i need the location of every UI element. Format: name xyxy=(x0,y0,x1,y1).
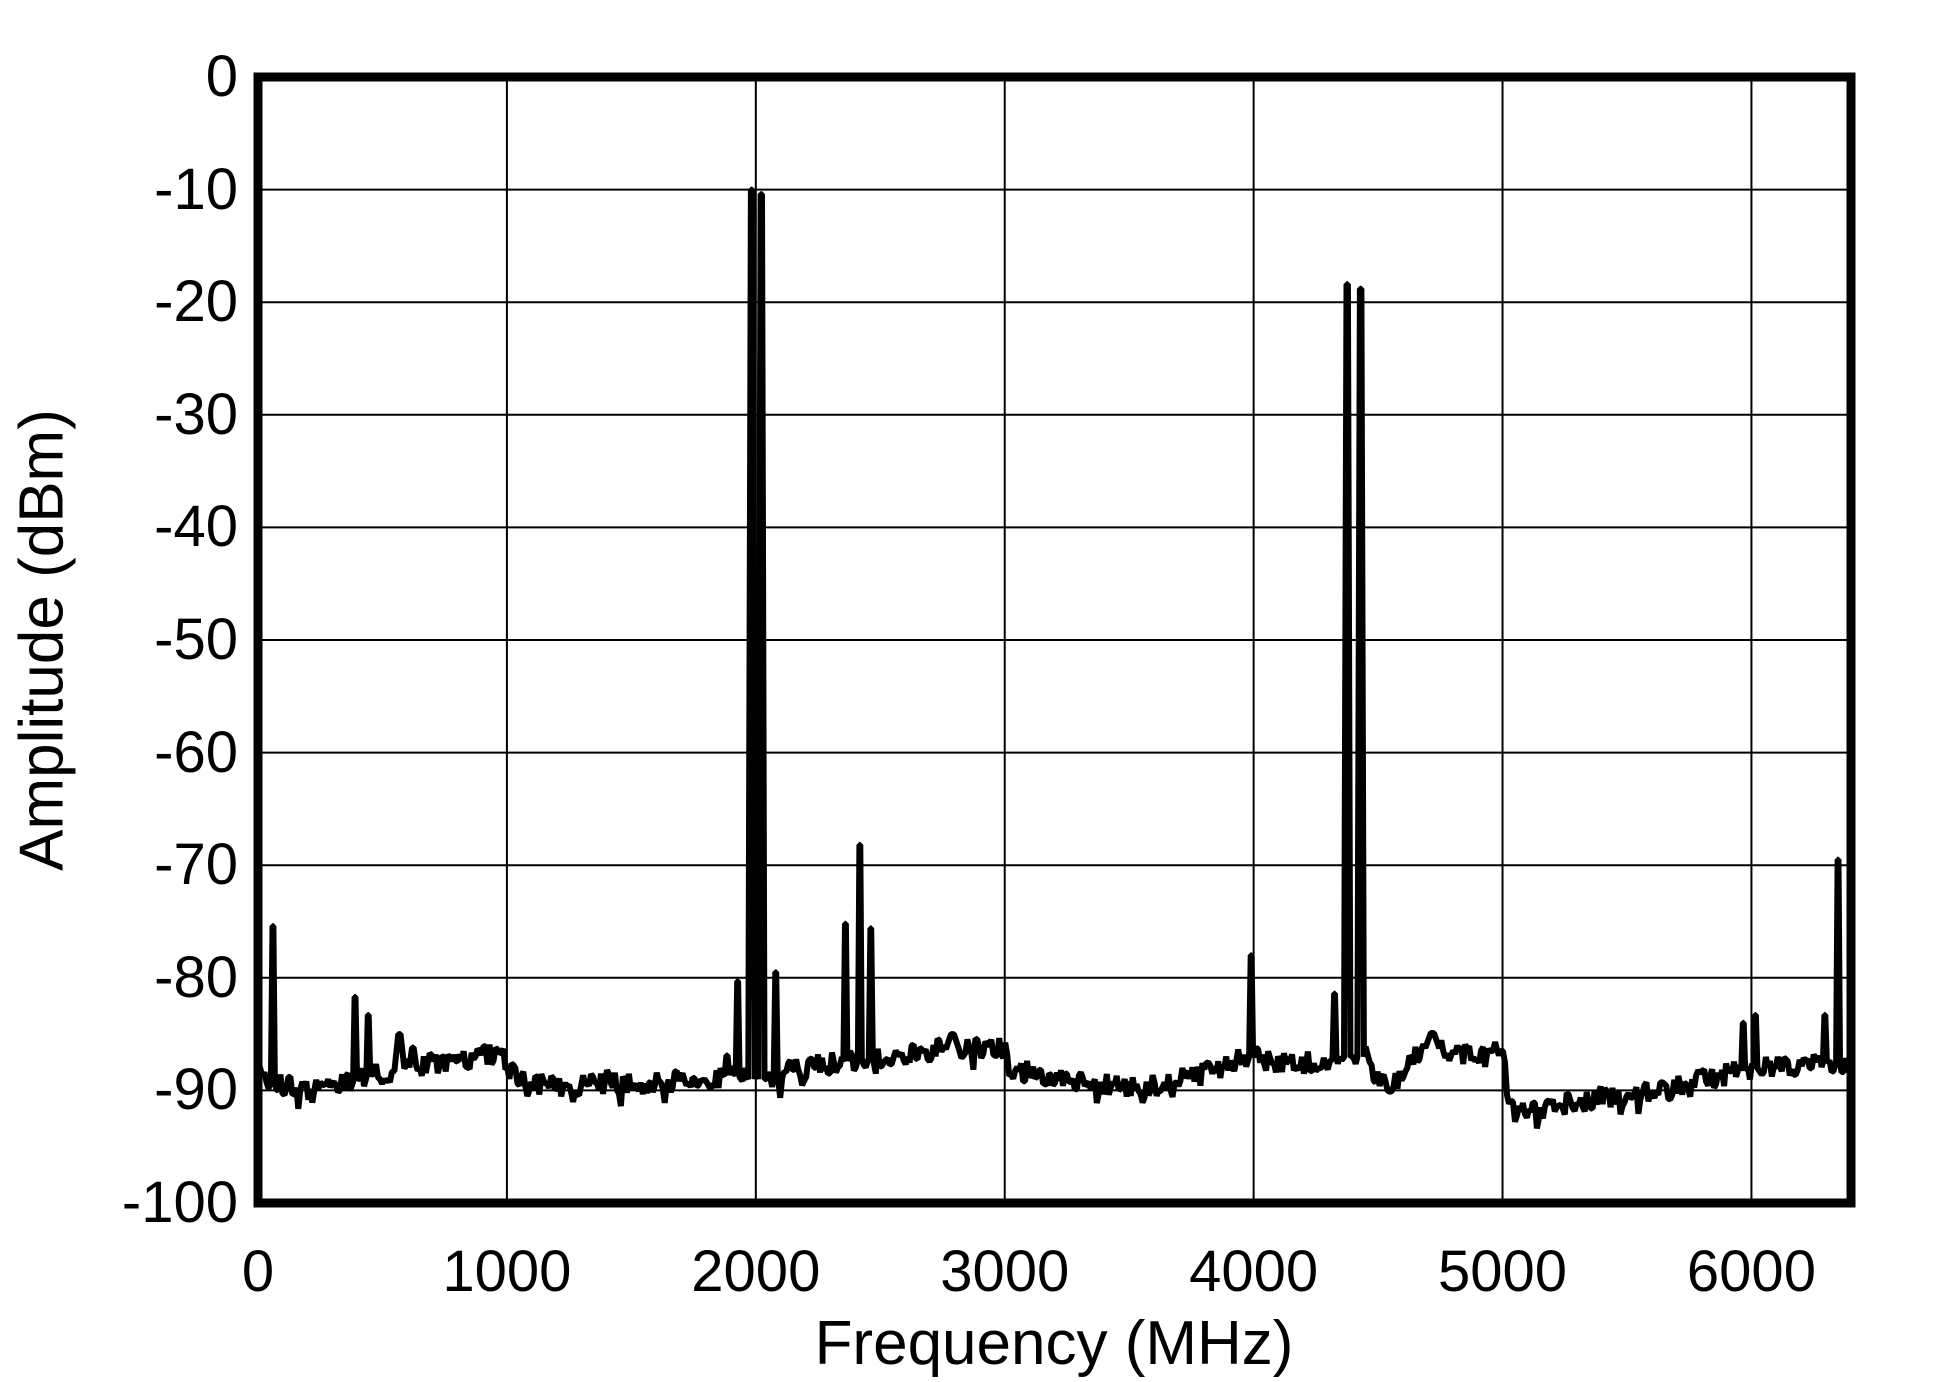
x-tick-label: 6000 xyxy=(1686,1239,1816,1304)
x-tick-label: 4000 xyxy=(1189,1239,1319,1304)
y-tick-label: -80 xyxy=(154,944,238,1010)
y-tick-label: -90 xyxy=(154,1057,238,1123)
y-tick-label: -30 xyxy=(154,381,238,447)
grid-lines xyxy=(258,77,1851,1203)
y-axis-title: Amplitude (dBm) xyxy=(7,409,77,871)
y-tick-label: -60 xyxy=(154,719,238,785)
x-tick-label: 5000 xyxy=(1438,1239,1568,1304)
y-tick-label: -70 xyxy=(154,832,238,898)
x-axis-title: Frequency (MHz) xyxy=(814,1309,1294,1378)
x-tick-label: 1000 xyxy=(442,1239,572,1304)
y-tick-label: 0 xyxy=(205,44,238,109)
x-tick-label: 0 xyxy=(241,1239,275,1304)
y-tick-label: -40 xyxy=(154,494,238,560)
y-tick-label: -100 xyxy=(121,1170,238,1235)
y-tick-label: -50 xyxy=(154,607,238,672)
y-tick-label: -20 xyxy=(154,269,238,335)
x-tick-label: 3000 xyxy=(940,1239,1070,1304)
spectrum-trace xyxy=(255,186,1851,1129)
x-tick-label: 2000 xyxy=(691,1239,821,1304)
y-tick-label: -10 xyxy=(154,156,238,222)
plot-frame xyxy=(253,72,1856,1208)
